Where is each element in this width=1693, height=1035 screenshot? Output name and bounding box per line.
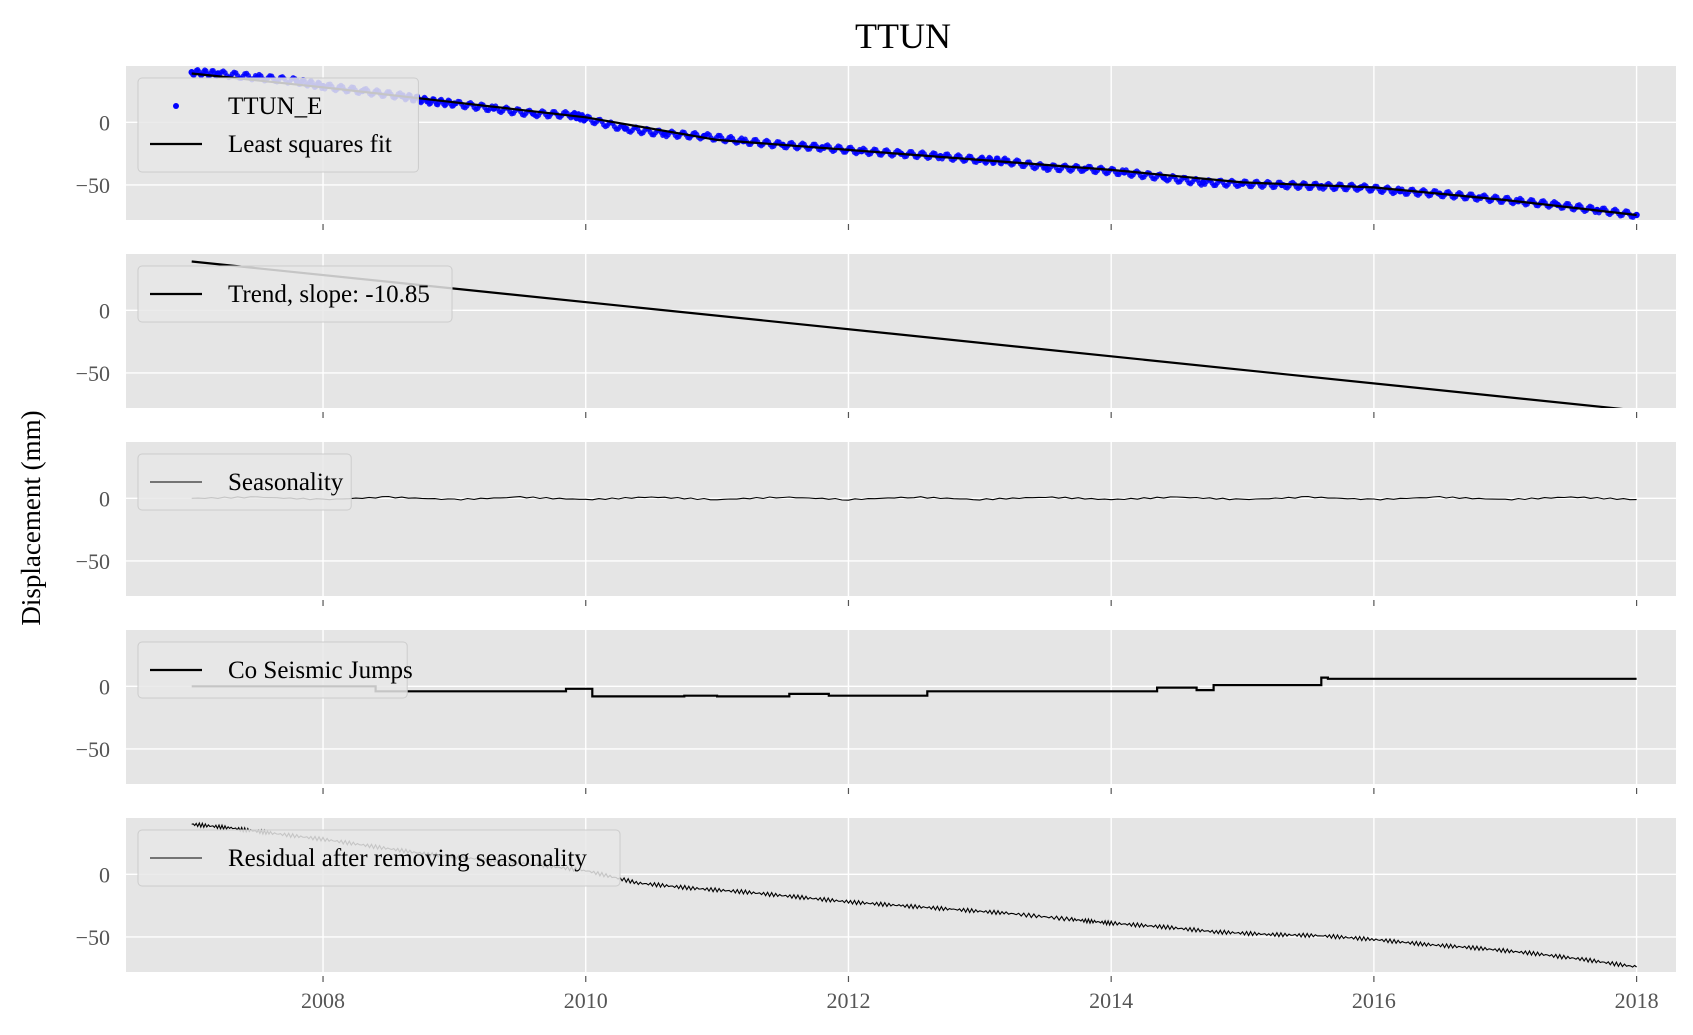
legend-box [137, 829, 621, 887]
legend-box [137, 453, 352, 511]
y-tick-label: 0 [99, 674, 110, 699]
y-tick-label: 0 [99, 110, 110, 135]
series-line [191, 495, 1637, 501]
x-tick-label: 2014 [1089, 988, 1133, 1013]
y-tick-label: 0 [99, 862, 110, 887]
figure-title: TTUN [855, 16, 951, 56]
legend-label: TTUN_E [228, 93, 322, 120]
legend-label: Least squares fit [228, 131, 392, 158]
x-tick-label: 2008 [301, 988, 345, 1013]
legend-label: Co Seismic Jumps [228, 657, 413, 684]
legend: Residual after removing seasonality [137, 829, 621, 887]
x-tick-label: 2018 [1615, 988, 1659, 1013]
subplot-4: 0 −50 Co Seismic Jumps [76, 630, 1676, 794]
y-tick-label: −50 [76, 549, 110, 574]
y-tick-label: −50 [76, 361, 110, 386]
subplot-3: 0 −50 Seasonality [76, 442, 1676, 606]
subplot-stack: 0 −50 TTUN_E Least squares fit 0 −50 Trend, sl… [76, 66, 1676, 1013]
subplot-2: 0 −50 Trend, slope: -10.85 [76, 254, 1676, 418]
legend: Co Seismic Jumps [137, 641, 413, 699]
x-tick-label: 2012 [826, 988, 870, 1013]
y-axis-label: Displacement (mm) [16, 410, 46, 625]
x-tick-label: 2010 [564, 988, 608, 1013]
subplot-1: 0 −50 TTUN_E Least squares fit [76, 66, 1676, 230]
subplot-5: 2008 2010 2012 2014 2016 2018 0 −50 Residual aft… [76, 818, 1676, 1013]
legend: Trend, slope: -10.85 [137, 265, 453, 323]
x-tick-label: 2016 [1352, 988, 1396, 1013]
legend-box [137, 77, 419, 173]
y-tick-label: −50 [76, 173, 110, 198]
legend: Seasonality [137, 453, 352, 511]
y-tick-label: 0 [99, 486, 110, 511]
legend: TTUN_E Least squares fit [137, 77, 419, 173]
legend-box [137, 265, 453, 323]
series-line [191, 72, 1637, 217]
series-line [191, 676, 1637, 698]
data-point-fill [1553, 200, 1559, 206]
data-layer [191, 676, 1637, 698]
plot-area [126, 442, 1676, 596]
y-tick-label: −50 [76, 737, 110, 762]
y-tick-label: −50 [76, 925, 110, 950]
legend-marker [173, 103, 179, 109]
legend-label: Trend, slope: -10.85 [228, 281, 430, 308]
data-layer [191, 495, 1637, 501]
legend-box [137, 641, 408, 699]
legend-label: Seasonality [228, 469, 344, 496]
y-tick-label: 0 [99, 298, 110, 323]
legend-label: Residual after removing seasonality [228, 845, 587, 872]
